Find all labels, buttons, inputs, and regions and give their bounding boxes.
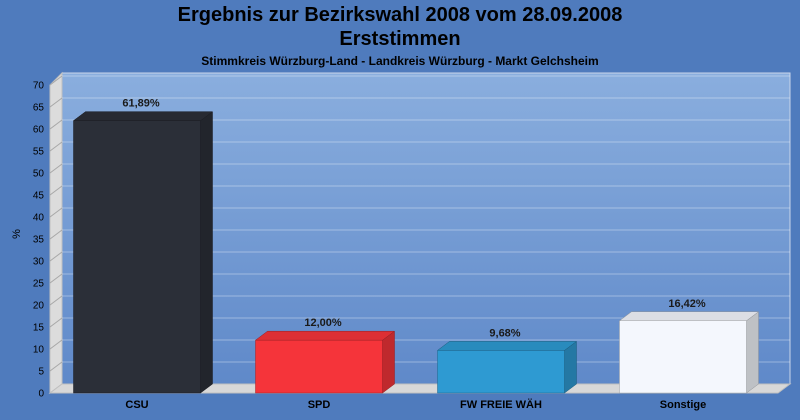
y-axis: 0 5 10 15 20 25 30 35 40 45 50 55 60 65 70 bbox=[33, 81, 45, 400]
chart-title-2: Erststimmen bbox=[339, 28, 461, 50]
bar-top bbox=[254, 330, 396, 341]
bars bbox=[72, 111, 760, 394]
chart-subtitle: Stimmkreis Würzburg-Land - Landkreis Wür… bbox=[201, 54, 599, 68]
y-tick-label: 20 bbox=[33, 301, 45, 312]
data-label: 12,00% bbox=[304, 317, 342, 329]
y-tick-label: 65 bbox=[33, 103, 45, 114]
gridline-side bbox=[49, 141, 63, 152]
gridline-side bbox=[49, 207, 63, 218]
gridline-side bbox=[49, 295, 63, 306]
y-tick-label: 30 bbox=[33, 257, 45, 268]
x-tick-label: FW FREIE WÄH bbox=[460, 398, 542, 411]
bar-spd bbox=[254, 330, 396, 394]
x-tick-label: CSU bbox=[125, 399, 148, 411]
gridline-side bbox=[49, 97, 63, 108]
y-tick-label: 15 bbox=[33, 323, 45, 334]
bar-top bbox=[436, 341, 578, 351]
bar-front bbox=[73, 120, 201, 394]
data-label: 16,42% bbox=[668, 298, 706, 310]
y-tick-label: 50 bbox=[33, 169, 45, 180]
gridline-side bbox=[49, 185, 63, 196]
y-axis-label: % bbox=[11, 229, 23, 239]
data-label: 61,89% bbox=[122, 98, 160, 110]
y-tick-label: 60 bbox=[33, 125, 45, 136]
gridline-side bbox=[49, 163, 63, 174]
bar-side bbox=[746, 311, 759, 394]
bar-csu bbox=[72, 111, 214, 394]
y-tick-label: 35 bbox=[33, 235, 45, 246]
bar-front bbox=[619, 320, 747, 394]
y-tick-label: 45 bbox=[33, 191, 45, 202]
y-tick-label: 70 bbox=[33, 81, 45, 92]
gridline-side bbox=[49, 339, 63, 350]
labels: 61,89% CSU 12,00% SPD 9,68% FW FREIE WÄH 16,42… bbox=[122, 98, 706, 411]
y-tick-label: 40 bbox=[33, 213, 45, 224]
x-tick-label: Sonstige bbox=[660, 399, 706, 411]
bar-side bbox=[200, 111, 213, 394]
gridline-side bbox=[49, 317, 63, 328]
y-tick-label: 10 bbox=[33, 345, 45, 356]
gridline-side bbox=[49, 273, 63, 284]
bar-top bbox=[72, 111, 214, 121]
gridline-side bbox=[49, 361, 63, 372]
y-tick-label: 55 bbox=[33, 147, 45, 158]
bar-side bbox=[382, 330, 395, 394]
y-tick-label: 25 bbox=[33, 279, 45, 290]
bar-front bbox=[255, 339, 383, 394]
y-tick-label: 0 bbox=[38, 389, 44, 400]
gridline-side bbox=[49, 251, 63, 262]
gridline-side bbox=[49, 119, 63, 130]
bar-front bbox=[437, 350, 565, 394]
gridline-side bbox=[49, 229, 63, 240]
bar-sonstige bbox=[618, 311, 760, 394]
gridline-side bbox=[49, 75, 63, 86]
x-tick-label: SPD bbox=[308, 399, 331, 411]
chart-title: Ergebnis zur Bezirkswahl 2008 vom 28.09.… bbox=[177, 4, 623, 26]
data-label: 9,68% bbox=[489, 327, 520, 339]
y-tick-label: 5 bbox=[38, 367, 44, 378]
bar-fw-freie-w-h bbox=[436, 340, 578, 394]
bar-top bbox=[618, 311, 760, 322]
